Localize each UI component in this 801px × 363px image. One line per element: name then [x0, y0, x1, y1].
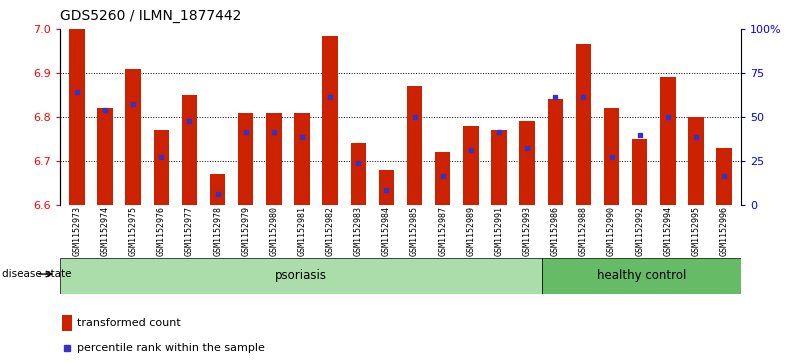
Text: disease state: disease state [2, 269, 71, 279]
Bar [62, 315, 72, 331]
Bar [519, 122, 535, 205]
Bar [126, 69, 141, 205]
Text: psoriasis: psoriasis [276, 269, 328, 282]
Text: healthy control: healthy control [597, 269, 686, 282]
Bar [379, 170, 394, 205]
Bar [210, 174, 225, 205]
Bar [576, 44, 591, 205]
Bar [660, 77, 675, 205]
Bar [542, 258, 741, 294]
Bar [351, 143, 366, 205]
Text: GDS5260 / ILMN_1877442: GDS5260 / ILMN_1877442 [60, 9, 241, 23]
Bar [491, 130, 507, 205]
Bar [407, 86, 422, 205]
Bar [238, 113, 253, 205]
Bar [323, 36, 338, 205]
Bar [463, 126, 478, 205]
Bar [435, 152, 450, 205]
Bar [98, 108, 113, 205]
Bar [632, 139, 647, 205]
Bar [182, 95, 197, 205]
Text: percentile rank within the sample: percentile rank within the sample [77, 343, 264, 353]
Bar [154, 130, 169, 205]
Bar [69, 29, 85, 205]
Bar [604, 108, 619, 205]
Bar [266, 113, 282, 205]
Bar [548, 99, 563, 205]
Bar [716, 148, 732, 205]
Bar [688, 117, 703, 205]
Bar [294, 113, 310, 205]
Text: transformed count: transformed count [77, 318, 180, 328]
Bar [60, 258, 542, 294]
